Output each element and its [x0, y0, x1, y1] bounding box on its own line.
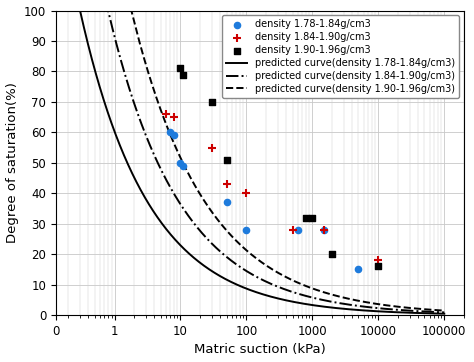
density 1.84-1.90g/cm3 [170, 114, 178, 120]
density 1.78-1.84g/cm3 [355, 266, 362, 272]
density 1.84-1.90g/cm3 [162, 111, 170, 117]
predicted curve(density 1.78-1.84g/cm3) [428, 311, 434, 316]
density 1.90-1.96g/cm3 [177, 66, 184, 71]
predicted curve(density 1.78-1.84g/cm3) [428, 311, 434, 316]
predicted curve(density 1.90-1.96g/cm3) [3, 8, 9, 13]
density 1.90-1.96g/cm3 [374, 264, 382, 269]
predicted curve(density 1.90-1.96g/cm3) [428, 308, 434, 312]
density 1.90-1.96g/cm3 [309, 215, 316, 220]
density 1.78-1.84g/cm3 [170, 132, 178, 138]
Legend: density 1.78-1.84g/cm3, density 1.84-1.90g/cm3, density 1.90-1.96g/cm3, predicte: density 1.78-1.84g/cm3, density 1.84-1.9… [222, 16, 459, 98]
density 1.78-1.84g/cm3 [320, 227, 328, 233]
density 1.84-1.90g/cm3 [208, 145, 216, 151]
density 1.90-1.96g/cm3 [302, 215, 310, 220]
density 1.84-1.90g/cm3 [289, 227, 296, 233]
Line: predicted curve(density 1.90-1.96g/cm3): predicted curve(density 1.90-1.96g/cm3) [0, 10, 444, 311]
predicted curve(density 1.90-1.96g/cm3) [441, 308, 447, 313]
Line: predicted curve(density 1.78-1.84g/cm3): predicted curve(density 1.78-1.84g/cm3) [0, 10, 444, 314]
density 1.90-1.96g/cm3 [223, 157, 230, 163]
predicted curve(density 1.78-1.84g/cm3) [441, 312, 447, 316]
predicted curve(density 1.90-1.96g/cm3) [343, 296, 349, 300]
predicted curve(density 1.78-1.84g/cm3) [192, 256, 198, 261]
Y-axis label: Degree of saturation(%): Degree of saturation(%) [6, 83, 18, 243]
density 1.78-1.84g/cm3 [223, 199, 230, 205]
predicted curve(density 1.84-1.90g/cm3) [428, 310, 434, 314]
predicted curve(density 1.84-1.90g/cm3) [204, 236, 210, 241]
density 1.78-1.84g/cm3 [243, 227, 250, 233]
density 1.78-1.84g/cm3 [294, 227, 301, 233]
density 1.78-1.84g/cm3 [177, 160, 184, 166]
predicted curve(density 1.90-1.96g/cm3) [192, 183, 198, 188]
density 1.84-1.90g/cm3 [320, 227, 328, 233]
density 1.84-1.90g/cm3 [243, 190, 250, 196]
predicted curve(density 1.78-1.84g/cm3) [343, 307, 349, 311]
density 1.90-1.96g/cm3 [208, 99, 216, 105]
density 1.84-1.90g/cm3 [374, 257, 382, 263]
predicted curve(density 1.84-1.90g/cm3) [3, 8, 9, 13]
predicted curve(density 1.90-1.96g/cm3) [428, 308, 434, 312]
predicted curve(density 1.78-1.84g/cm3) [204, 266, 210, 270]
predicted curve(density 1.90-1.96g/cm3) [204, 203, 210, 207]
density 1.90-1.96g/cm3 [180, 72, 187, 77]
Line: predicted curve(density 1.84-1.90g/cm3): predicted curve(density 1.84-1.90g/cm3) [0, 10, 444, 312]
density 1.90-1.96g/cm3 [328, 251, 336, 257]
predicted curve(density 1.84-1.90g/cm3) [192, 222, 198, 227]
predicted curve(density 1.84-1.90g/cm3) [343, 302, 349, 306]
predicted curve(density 1.84-1.90g/cm3) [441, 310, 447, 315]
density 1.84-1.90g/cm3 [223, 181, 230, 187]
predicted curve(density 1.78-1.84g/cm3) [3, 8, 9, 13]
predicted curve(density 1.84-1.90g/cm3) [428, 310, 434, 314]
X-axis label: Matric suction (kPa): Matric suction (kPa) [194, 344, 326, 357]
density 1.78-1.84g/cm3 [166, 130, 174, 135]
density 1.78-1.84g/cm3 [180, 163, 187, 169]
